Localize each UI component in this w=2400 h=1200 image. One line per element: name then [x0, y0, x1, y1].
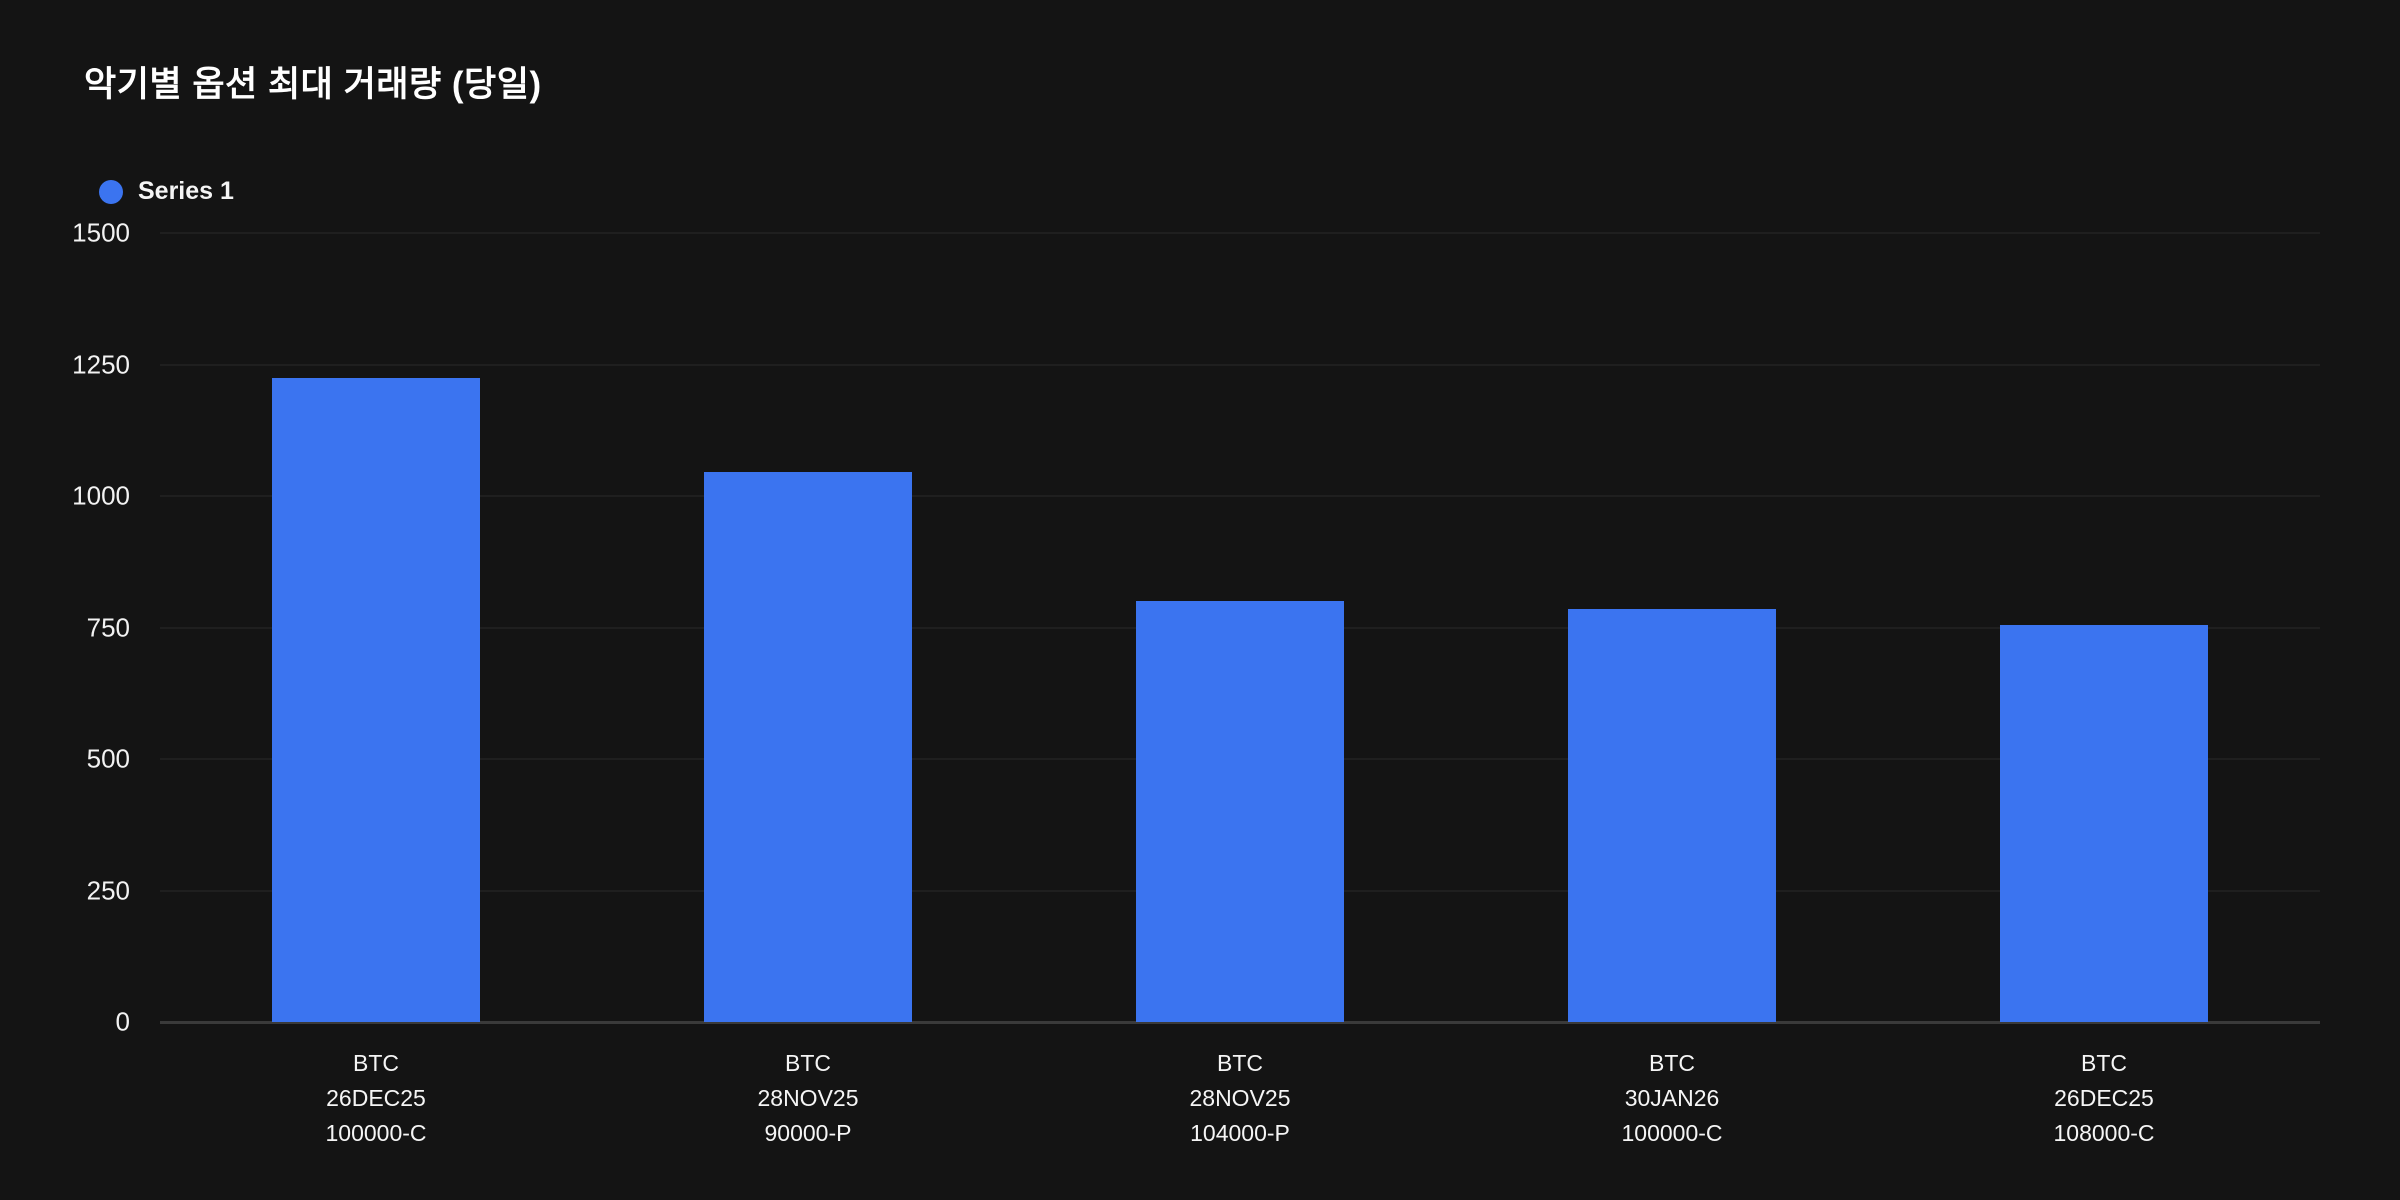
- legend-series-marker-icon: [99, 179, 123, 204]
- x-axis-label: BTC 26DEC25 100000-C: [325, 1046, 426, 1151]
- x-axis-label: BTC 28NOV25 90000-P: [757, 1046, 858, 1151]
- bar[interactable]: [272, 377, 480, 1022]
- x-axis-label-line: 26DEC25: [326, 1085, 426, 1111]
- y-axis-tick-label: 750: [86, 612, 130, 642]
- x-axis-label-line: BTC: [1216, 1050, 1263, 1076]
- x-axis-label-line: 108000-C: [2053, 1120, 2155, 1146]
- x-axis-label: BTC 30JAN26 100000-C: [1621, 1046, 1722, 1151]
- x-axis-label: BTC 28NOV25 104000-P: [1189, 1046, 1290, 1151]
- legend-series-label: Series 1: [138, 177, 234, 205]
- bar[interactable]: [1568, 609, 1776, 1022]
- x-axis-label-line: 90000-P: [764, 1120, 852, 1146]
- y-gridline: [160, 363, 2320, 366]
- y-axis-tick-label: 1000: [72, 480, 130, 511]
- x-axis-label-line: 100000-C: [1621, 1120, 1723, 1146]
- y-axis-tick-label: 1500: [72, 217, 130, 248]
- x-axis-label-line: BTC: [1649, 1050, 1695, 1076]
- y-axis-tick-label: 1250: [72, 349, 130, 379]
- x-axis-label-line: BTC: [2081, 1050, 2127, 1076]
- y-axis-tick-label: 0: [115, 1006, 130, 1037]
- y-gridline: [160, 232, 2320, 234]
- legend[interactable]: Series 1: [99, 177, 234, 206]
- bar[interactable]: [1136, 601, 1344, 1022]
- x-axis-label-line: 100000-C: [325, 1120, 427, 1146]
- y-gridline: [160, 495, 2320, 497]
- x-axis-label-line: BTC: [353, 1050, 399, 1076]
- y-axis-tick-label: 500: [86, 743, 130, 774]
- x-axis-label-line: 104000-P: [1190, 1120, 1290, 1146]
- x-axis-label: BTC 26DEC25 108000-C: [2053, 1046, 2154, 1151]
- x-axis-label-line: 26DEC25: [2054, 1085, 2154, 1111]
- x-axis-label-line: BTC: [784, 1050, 831, 1076]
- x-axis-label-line: 28NOV25: [757, 1085, 859, 1111]
- y-axis-tick-label: 250: [86, 875, 130, 905]
- chart-title: 악기별 옵션 최대 거래량 (당일): [84, 65, 542, 104]
- bar[interactable]: [2000, 624, 2208, 1022]
- bar[interactable]: [704, 472, 912, 1022]
- x-axis-label-line: 30JAN26: [1624, 1085, 1720, 1111]
- x-axis-baseline: [160, 1021, 2320, 1024]
- x-axis-label-line: 28NOV25: [1189, 1085, 1291, 1111]
